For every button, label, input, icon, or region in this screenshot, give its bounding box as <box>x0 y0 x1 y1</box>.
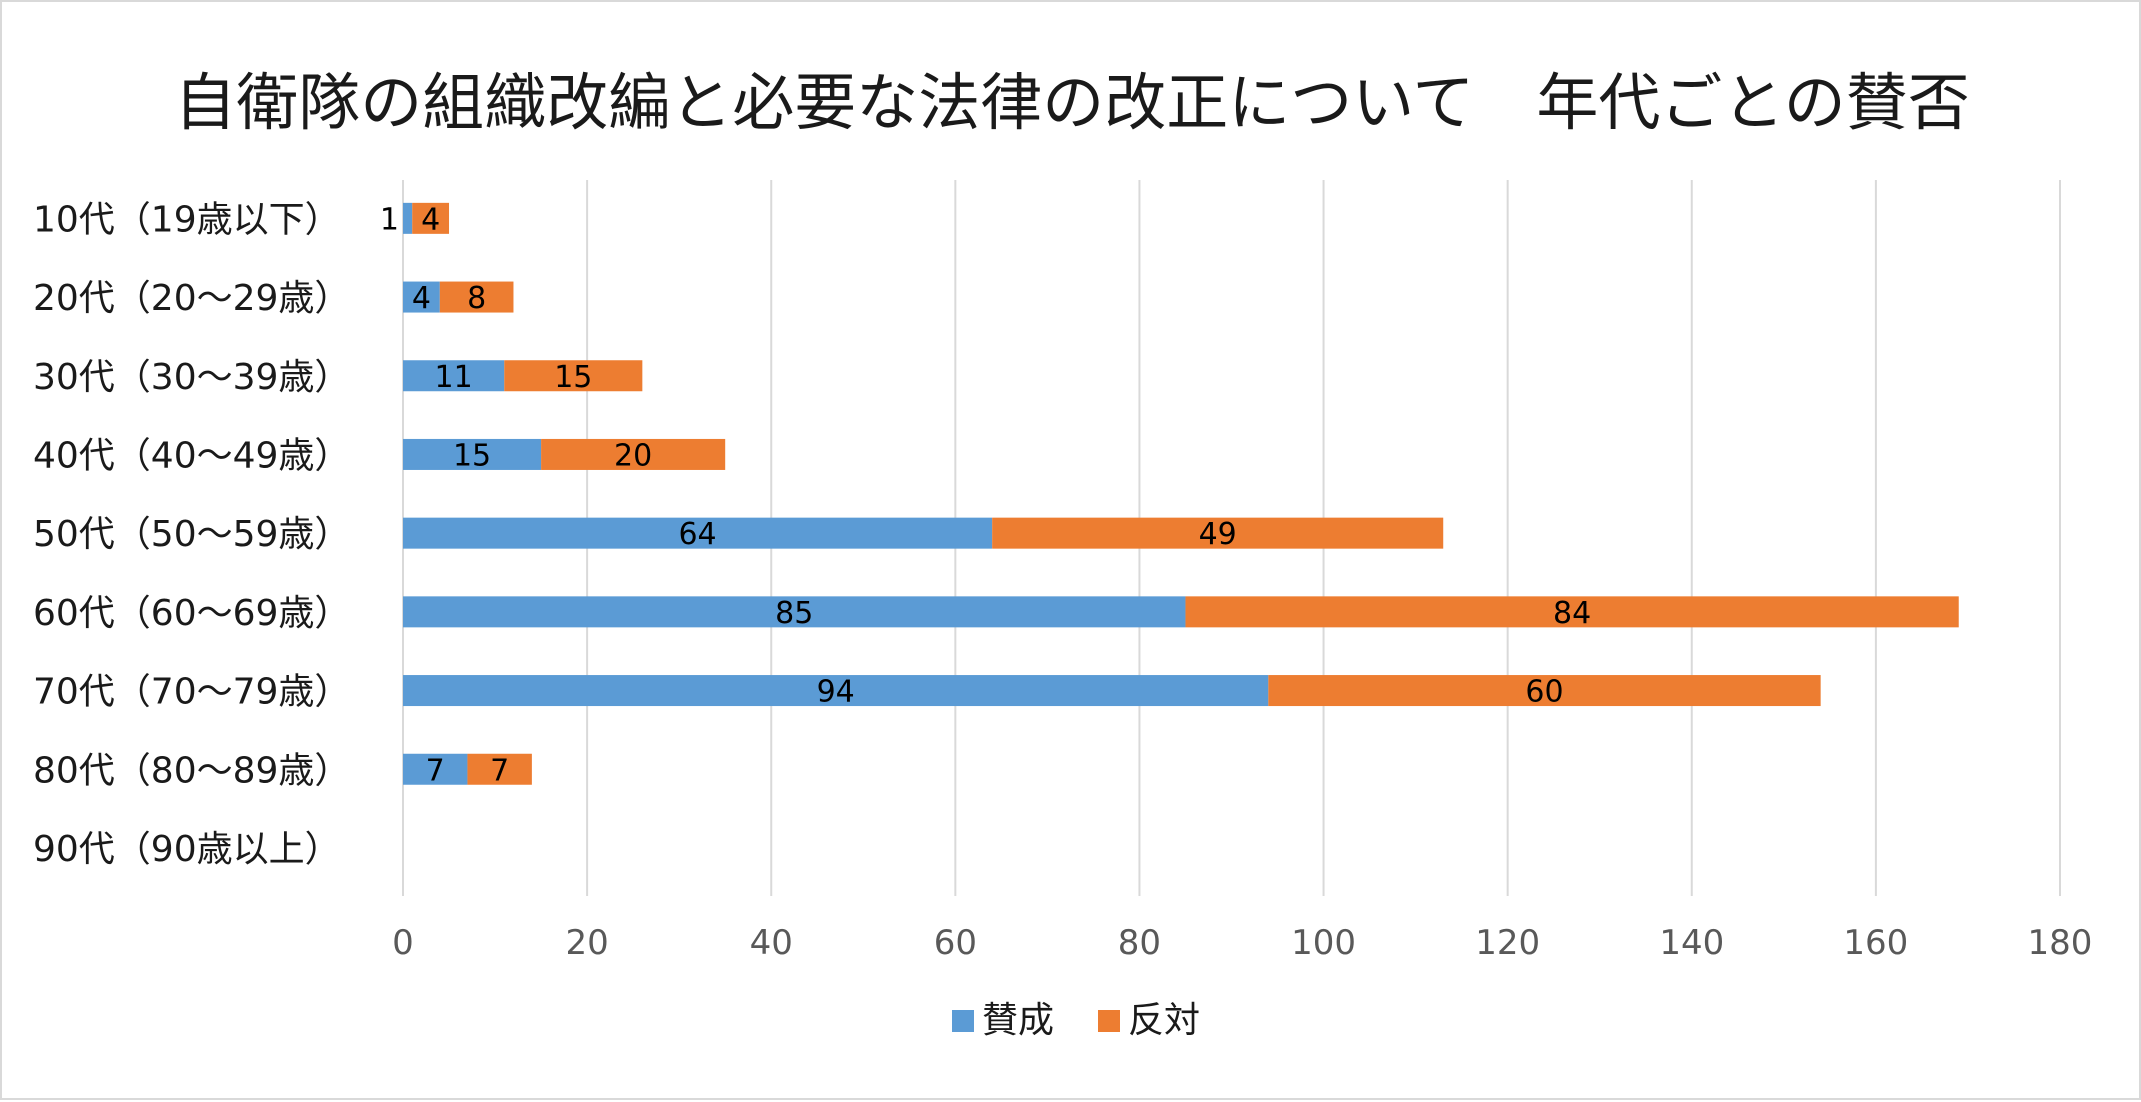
category-label: 40代（40〜49歳） <box>33 435 350 476</box>
bar-oppose <box>467 753 532 785</box>
x-tick-label: 100 <box>1291 923 1356 963</box>
data-label: 4 <box>421 202 440 237</box>
x-tick-label: 0 <box>392 923 414 963</box>
legend-label: 賛成 <box>982 1000 1054 1041</box>
category-label: 20代（20〜29歳） <box>33 278 350 319</box>
bar-approve <box>403 753 468 785</box>
category-label: 10代（19歳以下） <box>33 199 341 240</box>
legend-label: 反対 <box>1128 1000 1200 1041</box>
bar-approve <box>403 675 1269 707</box>
category-label: 70代（70〜79歳） <box>33 672 350 713</box>
bar-oppose <box>439 281 514 313</box>
bar-approve <box>403 438 542 470</box>
data-label: 20 <box>614 438 652 473</box>
bar-oppose <box>504 360 643 392</box>
data-label: 15 <box>554 360 592 395</box>
x-tick-label: 40 <box>750 923 793 963</box>
legend: 賛成 反対 <box>952 1000 1200 1041</box>
data-label: 7 <box>490 753 509 788</box>
bars <box>403 202 1959 785</box>
chart-title: 自衛隊の組織改編と必要な法律の改正について 年代ごとの賛否 <box>174 66 1970 139</box>
data-label: 85 <box>775 596 813 631</box>
bar-oppose <box>541 438 726 470</box>
bar-approve <box>403 281 440 313</box>
x-tick-label: 160 <box>1843 923 1908 963</box>
data-label: 8 <box>467 281 486 316</box>
data-label: 60 <box>1525 675 1563 710</box>
bar-approve <box>403 517 993 549</box>
category-label: 50代（50〜59歳） <box>33 514 350 555</box>
data-label: 7 <box>426 753 445 788</box>
bar-approve <box>403 360 505 392</box>
x-tick-label: 180 <box>2028 923 2093 963</box>
category-label: 30代（30〜39歳） <box>33 357 350 398</box>
data-label: 4 <box>412 281 431 316</box>
data-label: 94 <box>817 675 855 710</box>
category-labels: 10代（19歳以下） 20代（20〜29歳） 30代（30〜39歳） 40代（40〜4… <box>33 199 350 870</box>
category-label: 90代（90歳以上） <box>33 829 341 870</box>
bar-oppose <box>412 202 450 234</box>
legend-swatch <box>952 1010 974 1032</box>
x-tick-label: 60 <box>934 923 977 963</box>
bar-approve <box>403 596 1186 628</box>
x-tick-label: 120 <box>1475 923 1540 963</box>
category-label: 60代（60〜69歳） <box>33 593 350 634</box>
x-tick-label: 80 <box>1118 923 1161 963</box>
x-tick-label: 140 <box>1659 923 1724 963</box>
x-tick-label: 20 <box>565 923 608 963</box>
x-axis-tick-labels: 0 20 40 60 80 100 120 140 160 180 <box>392 923 2092 963</box>
data-label: 84 <box>1553 596 1591 631</box>
data-label: 15 <box>453 438 491 473</box>
bar-approve <box>403 202 413 234</box>
bar-oppose <box>1185 596 1959 628</box>
data-label: 1 <box>380 202 399 237</box>
legend-swatch <box>1098 1010 1120 1032</box>
data-label: 11 <box>435 360 473 395</box>
data-label: 49 <box>1199 517 1237 552</box>
bar-oppose <box>1268 675 1821 707</box>
data-label: 64 <box>678 517 716 552</box>
bar-oppose <box>992 517 1444 549</box>
category-label: 80代（80〜89歳） <box>33 750 350 791</box>
